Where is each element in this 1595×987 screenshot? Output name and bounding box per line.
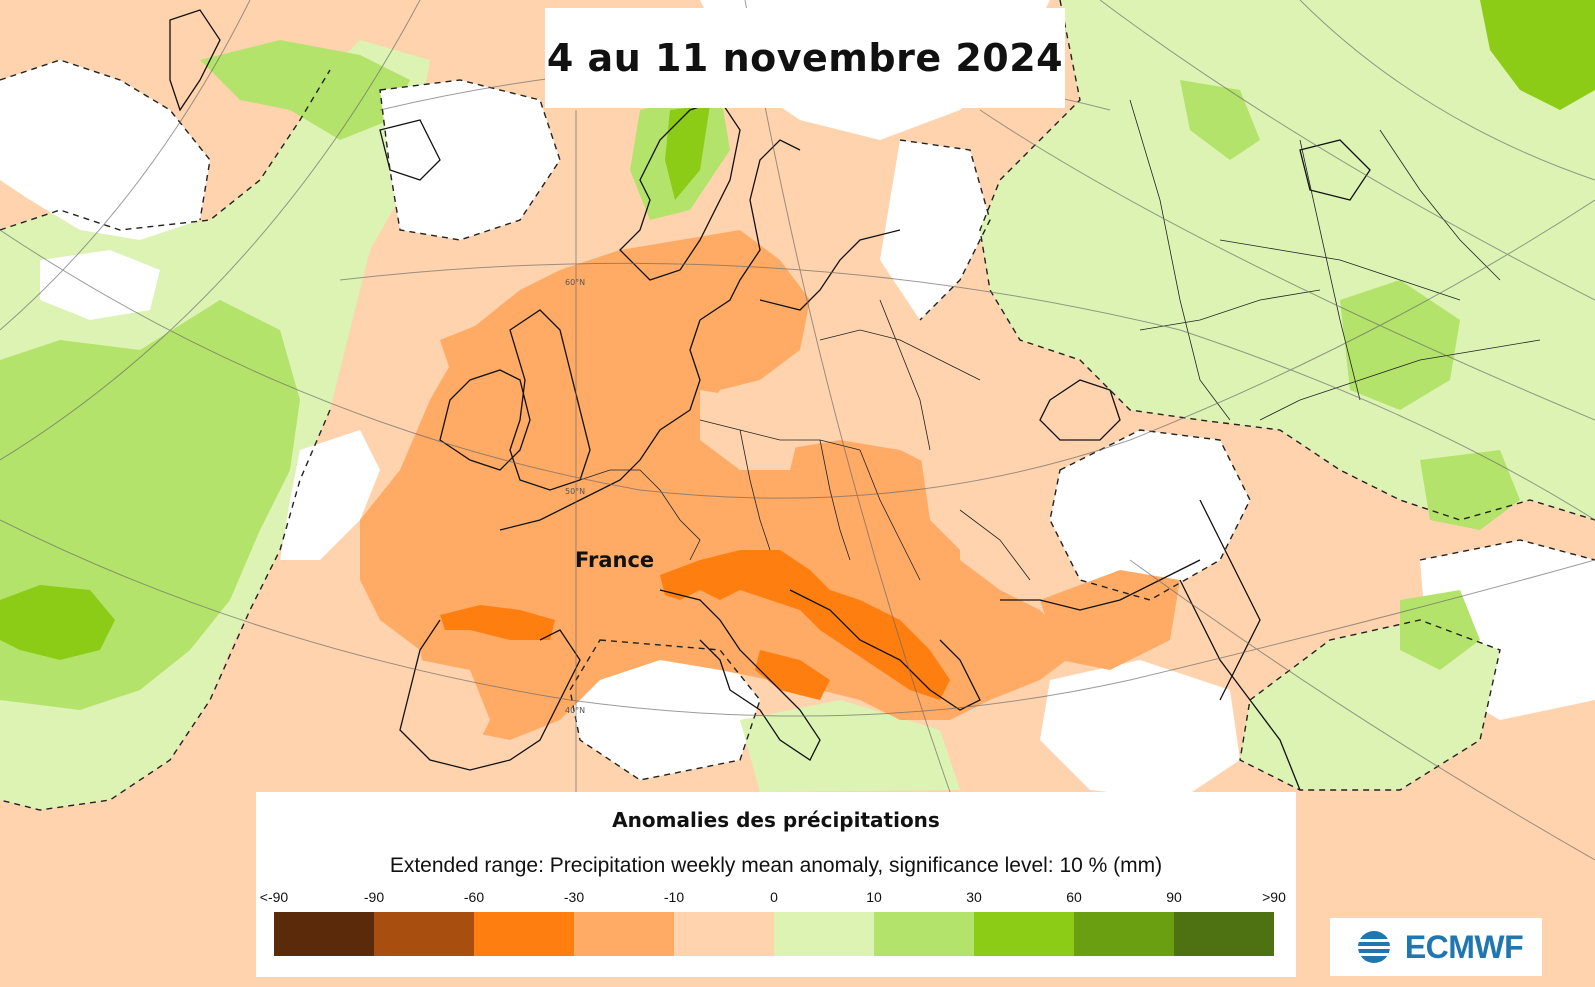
atlantic-wet-peak [0,585,115,660]
atlantic-dry-tongue [440,320,510,380]
ecmwf-logo-text: ECMWF [1404,928,1524,965]
lat-label-60n: 60°N [565,278,586,287]
legend-tick: -10 [663,889,685,905]
coastlines [169,9,1371,791]
legend-tick: 60 [1066,889,1082,905]
legend-ticks: <-90 -90 -60 -30 -10 0 10 30 60 90 >90 [256,889,1296,909]
legend-swatch [574,912,674,956]
legend-tick: >90 [1262,889,1286,905]
east-wet-core [1400,590,1480,670]
scandinavia-wet-core [665,105,710,200]
legend-panel: Anomalies des précipitations Extended ra… [256,792,1296,977]
legend-swatch [1174,912,1274,956]
greenland-wet [200,40,410,140]
lat-label-40n: 40°N [565,706,586,715]
legend-swatch [374,912,474,956]
ecmwf-logo-icon [1348,931,1399,963]
legend-tick: 10 [866,889,882,905]
east-europe-light-dry [920,440,1010,550]
significance-contours [0,0,1595,811]
legend-tick: 0 [770,889,778,905]
north-africa-wet [740,700,960,792]
central-europe-light-dry [700,390,800,470]
europe-dry-zone [360,230,1080,740]
white-patch-atl [280,430,380,560]
italy-dry-peak [755,650,830,700]
title-box: 4 au 11 novembre 2024 [545,8,1065,108]
legend-colorbar [274,912,1274,956]
legend-swatch [1074,912,1174,956]
legend-title: Anomalies des précipitations [612,808,940,832]
white-patch-nw [0,60,210,240]
white-patch-caspian [1050,430,1250,600]
ecmwf-logo: ECMWF [1330,918,1542,976]
central-asia-wet [1420,450,1520,530]
white-patch-east [880,140,990,320]
urals-wet-peak [1480,0,1595,110]
legend-swatch [774,912,874,956]
white-patch-north-sea [380,80,560,240]
lat-label-50n: 50°N [565,487,586,496]
map-title: 4 au 11 novembre 2024 [546,36,1064,80]
white-patch-se [1040,660,1240,800]
iberia-light-dry [410,660,490,760]
legend-swatch [274,912,374,956]
alps-dry-peak [660,550,950,700]
legend-tick: 90 [1166,889,1182,905]
legend-swatch [874,912,974,956]
russia-wet-core2 [1180,80,1260,160]
white-patch-nw2 [40,250,160,320]
east-dry-zone [1040,570,1180,670]
country-label-france: France [575,548,655,572]
russia-wet-zone [980,0,1595,520]
legend-tick: <-90 [259,889,289,905]
legend-tick: -30 [563,889,585,905]
legend-tick: -60 [463,889,485,905]
legend-swatch [474,912,574,956]
pyrenees-dry-peak [440,605,555,640]
legend-tick: -90 [363,889,385,905]
legend-subtitle: Extended range: Precipitation weekly mea… [389,854,1163,877]
country-borders [579,99,1541,581]
legend-swatch [974,912,1074,956]
legend-swatch [674,912,774,956]
russia-wet-core [1340,280,1460,410]
legend-tick: 30 [966,889,982,905]
